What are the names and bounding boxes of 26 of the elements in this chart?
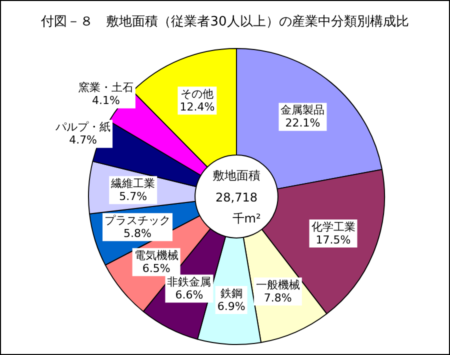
- slice-label: パルプ・紙: [54, 120, 111, 134]
- slice-label: 電気機械: [134, 248, 178, 262]
- data-label: 6.5%: [142, 262, 170, 275]
- data-label: 17.5%: [316, 233, 351, 246]
- data-label: 22.1%: [285, 116, 320, 130]
- slice-label: プラスチック: [104, 214, 171, 227]
- data-label: 4.7%: [69, 134, 98, 147]
- text: 28,718: [216, 190, 258, 205]
- data-label: 7.8%: [264, 291, 292, 304]
- data-label: 5.7%: [119, 190, 148, 204]
- chart-title: 付図－８ 敷地面積（従業者30人以上）の産業中分類別構成比: [40, 13, 409, 30]
- slice-label: 一般機械: [256, 278, 300, 292]
- data-label: 6.6%: [175, 288, 204, 302]
- slice-label: 鉄鋼: [220, 286, 242, 300]
- slice-label: 化学工業: [311, 220, 356, 234]
- data-label: 5.8%: [124, 226, 152, 240]
- text: 千m²: [232, 212, 261, 226]
- slice-label: 非鉄金属: [167, 276, 212, 289]
- slice-label: 繊維工業: [110, 177, 156, 190]
- data-label: 4.1%: [92, 94, 120, 108]
- text: 敷地面積: [212, 168, 260, 183]
- slice-label: その他: [180, 88, 214, 101]
- data-label: 12.4%: [180, 100, 215, 114]
- slice-label: 窯業・土石: [78, 81, 134, 94]
- slice-label: 金属製品: [280, 104, 325, 117]
- data-label: 6.9%: [217, 300, 246, 313]
